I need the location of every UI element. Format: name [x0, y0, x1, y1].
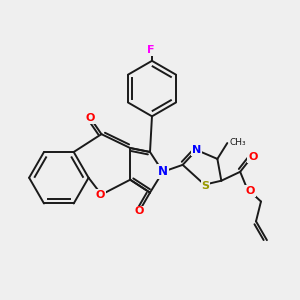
Text: S: S [202, 181, 209, 191]
Text: O: O [134, 206, 144, 216]
Text: N: N [158, 165, 168, 178]
Text: O: O [245, 186, 255, 196]
Text: N: N [192, 145, 201, 155]
Text: O: O [96, 190, 105, 200]
Text: F: F [147, 45, 155, 55]
Text: O: O [248, 152, 258, 162]
Text: CH₃: CH₃ [229, 138, 246, 147]
Text: O: O [86, 113, 95, 123]
